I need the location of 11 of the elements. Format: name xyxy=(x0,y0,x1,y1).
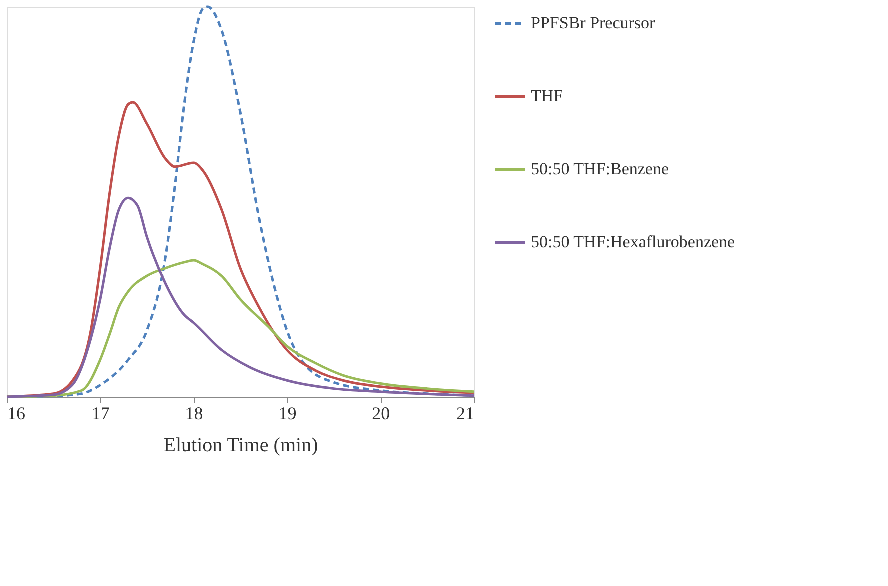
legend-label: PPFSBr Precursor xyxy=(531,14,656,32)
x-tick-label: 16 xyxy=(8,404,26,424)
x-tick-label: 21 xyxy=(456,404,474,424)
x-tick-label: 18 xyxy=(185,404,204,424)
legend-label: 50:50 THF:Benzene xyxy=(531,160,670,178)
legend-label: THF xyxy=(531,86,564,106)
x-tick-label: 19 xyxy=(278,404,297,424)
legend-label: 50:50 THF:Hexaflurobenzene xyxy=(531,232,736,252)
x-tick-label: 20 xyxy=(372,404,390,424)
x-axis-title: Elution Time (min) xyxy=(164,434,318,456)
x-tick-label: 17 xyxy=(92,404,110,424)
